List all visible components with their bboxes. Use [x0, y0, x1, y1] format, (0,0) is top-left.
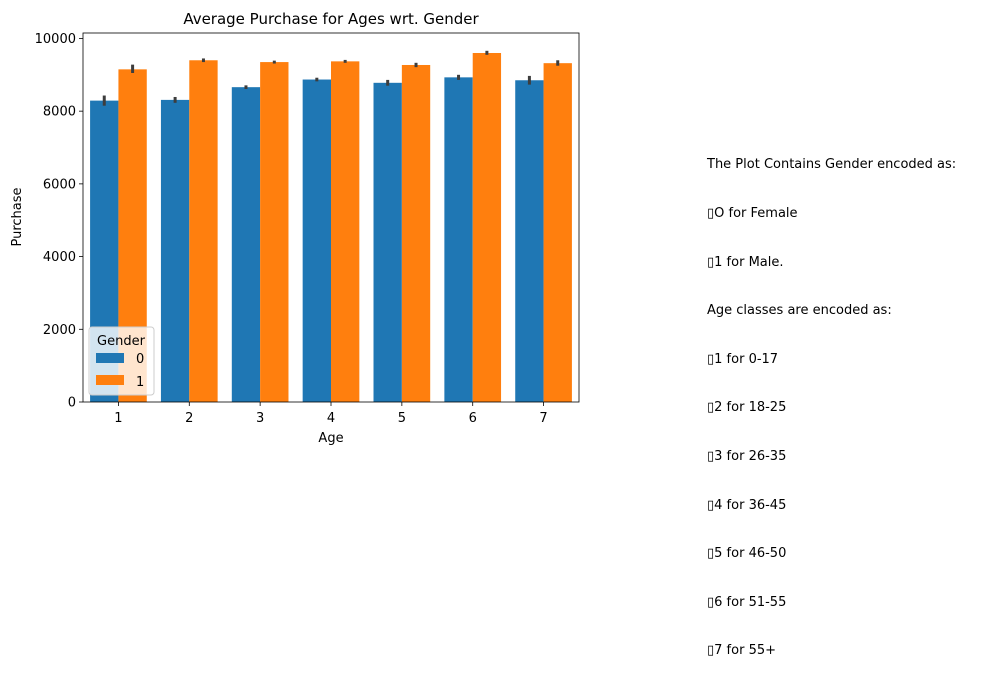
bars-layer: [90, 53, 572, 403]
legend: Gender 0 1: [88, 326, 155, 396]
note-line: ▯3 for 26-35: [707, 448, 787, 464]
note-line: The Plot Contains Gender encoded as:: [707, 157, 957, 173]
bar-gender-1-age-7: [543, 63, 572, 403]
note-line: Age classes are encoded as:: [707, 303, 892, 319]
x-tick-label: 5: [398, 411, 406, 426]
bar-gender-0-age-3: [231, 87, 261, 403]
y-axis-label: Purchase: [10, 187, 25, 246]
y-tick-label: 4000: [43, 250, 76, 265]
bar-gender-1-age-4: [331, 61, 360, 403]
x-axis: 1 2 3 4 5 6 7: [114, 402, 548, 426]
x-tick-label: 4: [327, 411, 335, 426]
x-axis-label: Age: [318, 431, 343, 446]
y-tick-label: 2000: [43, 323, 76, 338]
legend-label-gender-1: 1: [136, 375, 144, 390]
bar-gender-0-age-4: [302, 79, 331, 402]
x-tick-label: 2: [185, 411, 193, 426]
note-line: ▯1 for Male.: [707, 254, 784, 270]
bar-chart: 0 2000 4000 6000 8000 10000 1 2 3 4 5 6 7 Average P…: [10, 10, 580, 446]
legend-label-gender-0: 0: [136, 352, 144, 367]
bar-gender-0-age-5: [373, 82, 402, 402]
note-line: ▯5 for 46-50: [707, 546, 787, 562]
y-tick-label: 10000: [35, 32, 76, 47]
encoding-note: The Plot Contains Gender encoded as: ▯O …: [707, 125, 956, 676]
y-tick-label: 0: [68, 396, 76, 411]
x-tick-label: 3: [256, 411, 264, 426]
bar-gender-1-age-2: [189, 60, 218, 403]
note-line: ▯2 for 18-25: [707, 400, 787, 416]
y-axis: 0 2000 4000 6000 8000 10000: [35, 32, 83, 411]
bar-gender-0-age-6: [444, 77, 473, 402]
bar-gender-0-age-2: [160, 99, 190, 402]
legend-swatch-gender-0: [96, 353, 124, 363]
x-tick-label: 6: [469, 411, 477, 426]
note-line: ▯O for Female: [707, 206, 798, 221]
bar-gender-1-age-5: [401, 64, 431, 403]
legend-swatch-gender-1: [96, 375, 124, 385]
bar-gender-1-age-6: [472, 53, 502, 402]
note-line: ▯1 for 0-17: [707, 351, 779, 367]
legend-title: Gender: [97, 334, 146, 349]
x-tick-label: 7: [539, 411, 547, 426]
bar-gender-1-age-3: [260, 62, 289, 402]
note-line: ▯7 for 55+: [707, 643, 776, 659]
chart-title: Average Purchase for Ages wrt. Gender: [183, 10, 479, 28]
x-tick-label: 1: [114, 411, 122, 426]
bar-gender-0-age-7: [515, 80, 544, 402]
error-bars-layer: [102, 50, 560, 106]
y-tick-label: 6000: [43, 177, 76, 192]
note-line: ▯6 for 51-55: [707, 594, 787, 610]
y-tick-label: 8000: [43, 105, 76, 120]
note-line: ▯4 for 36-45: [707, 497, 787, 513]
